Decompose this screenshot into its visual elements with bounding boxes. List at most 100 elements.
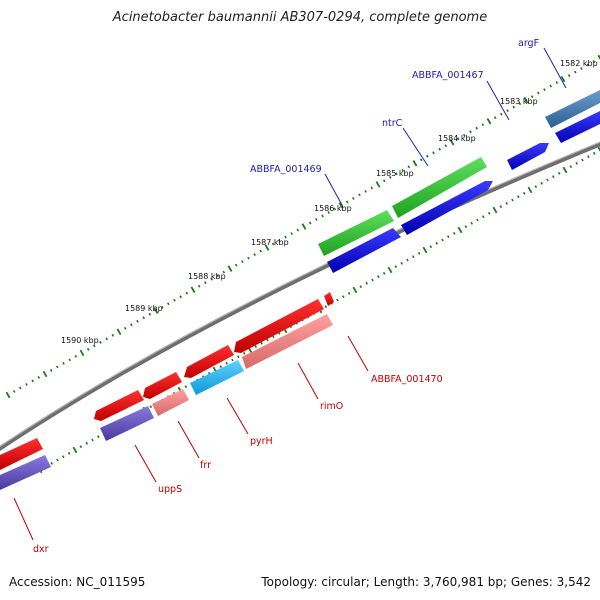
gene-label-leader (297, 362, 319, 400)
minor-tick (400, 261, 403, 265)
minor-tick (345, 200, 349, 204)
cds-feature[interactable] (401, 181, 493, 235)
major-tick (387, 266, 393, 274)
minor-tick (358, 193, 361, 197)
minor-tick (475, 126, 478, 130)
minor-tick (56, 458, 59, 462)
minor-tick (278, 239, 281, 242)
minor-tick (222, 270, 226, 274)
minor-tick (324, 305, 328, 309)
minor-tick (511, 198, 514, 202)
minor-tick (237, 355, 240, 359)
minor-tick (290, 232, 293, 235)
gene-ABBFA_001469[interactable] (318, 210, 394, 256)
gene-label-argF[interactable]: argF (518, 38, 539, 49)
gene-ntrC[interactable] (392, 157, 487, 218)
minor-tick (148, 312, 152, 316)
outer-tick-ring (5, 54, 600, 399)
minor-tick (105, 337, 108, 341)
gene-rimO[interactable] (242, 314, 333, 369)
gene-label-pyrH[interactable]: pyrH (250, 436, 273, 447)
cds-feature[interactable] (507, 143, 549, 170)
scale-label: 1590 kbp (61, 336, 99, 345)
minor-tick (469, 130, 472, 134)
minor-tick (342, 295, 345, 299)
minor-tick (518, 102, 522, 106)
major-tick (79, 349, 85, 357)
gene-argF[interactable] (545, 90, 600, 128)
minor-tick (456, 137, 460, 141)
scale-label: 1586 kbp (314, 204, 352, 213)
minor-tick (247, 256, 250, 260)
major-tick (72, 446, 78, 454)
minor-tick (407, 165, 411, 169)
minor-tick (327, 211, 330, 214)
gene-label-rimO[interactable]: rimO (320, 401, 343, 412)
gene-label-leader (13, 497, 34, 541)
minor-tick (481, 123, 485, 127)
genome-summary-text: Topology: circular; Length: 3,760,981 bp… (261, 575, 591, 589)
minor-tick (441, 238, 444, 242)
minor-tick (62, 455, 65, 459)
minor-tick (377, 275, 380, 279)
cds-feature[interactable] (324, 292, 334, 306)
minor-tick (93, 344, 96, 348)
minor-tick (587, 155, 590, 159)
gene-label-ABBFA_001470[interactable]: ABBFA_001470 (371, 374, 443, 385)
minor-tick (395, 172, 398, 176)
cds-feature[interactable] (143, 372, 182, 399)
minor-tick (68, 358, 71, 362)
gene-label-uppS[interactable]: uppS (158, 484, 182, 495)
minor-tick (522, 191, 526, 195)
major-tick (560, 75, 566, 83)
cds-feature[interactable] (0, 438, 43, 470)
minor-tick (370, 186, 374, 190)
minor-tick (452, 231, 456, 235)
cds-feature[interactable] (234, 299, 324, 353)
gene-uppS[interactable] (100, 406, 154, 441)
scale-label: 1584 kbp (438, 134, 476, 143)
gene-pyrH[interactable] (190, 360, 244, 395)
cds-feature[interactable] (94, 390, 144, 421)
major-tick (227, 265, 233, 272)
minor-tick (426, 154, 429, 158)
gene-label-ABBFA_001467[interactable]: ABBFA_001467 (412, 70, 484, 81)
minor-tick (432, 151, 435, 155)
minor-tick (435, 241, 438, 245)
scale-label: 1585 kbp (376, 169, 414, 178)
gene-label-frr[interactable]: frr (200, 460, 211, 471)
minor-tick (412, 255, 415, 259)
cds-feature[interactable] (555, 111, 600, 143)
gene-label-leader (402, 127, 429, 167)
gene-label-dxr[interactable]: dxr (33, 544, 49, 555)
minor-tick (567, 74, 571, 77)
major-tick (597, 146, 600, 152)
gene-dxr[interactable] (0, 455, 51, 490)
minor-tick (482, 215, 485, 219)
cds-feature[interactable] (184, 345, 234, 378)
minor-tick (517, 195, 520, 199)
major-tick (42, 370, 48, 378)
gene-label-leader (134, 444, 157, 483)
minor-tick (569, 165, 573, 169)
minor-tick (85, 441, 88, 445)
minor-tick (364, 189, 367, 193)
major-tick (449, 139, 455, 146)
gene-label-ntrC[interactable]: ntrC (382, 118, 403, 129)
gene-label-ABBFA_001469[interactable]: ABBFA_001469 (250, 164, 322, 175)
gene-frr[interactable] (152, 389, 189, 416)
minor-tick (219, 365, 223, 369)
minor-tick (417, 251, 421, 255)
minor-tick (259, 249, 263, 253)
minor-tick (512, 105, 515, 109)
gene-label-leader (347, 335, 369, 372)
minor-tick (25, 383, 28, 386)
gene-label-layer: argF ABBFA_001467 ntrC ABBFA_001469 ABBFA_00… (13, 38, 567, 555)
cds-feature[interactable] (327, 228, 401, 273)
minor-tick (253, 253, 256, 256)
major-tick (422, 246, 428, 254)
minor-tick (160, 305, 164, 309)
minor-tick (210, 277, 213, 281)
minor-tick (97, 435, 100, 439)
minor-tick (506, 109, 509, 113)
